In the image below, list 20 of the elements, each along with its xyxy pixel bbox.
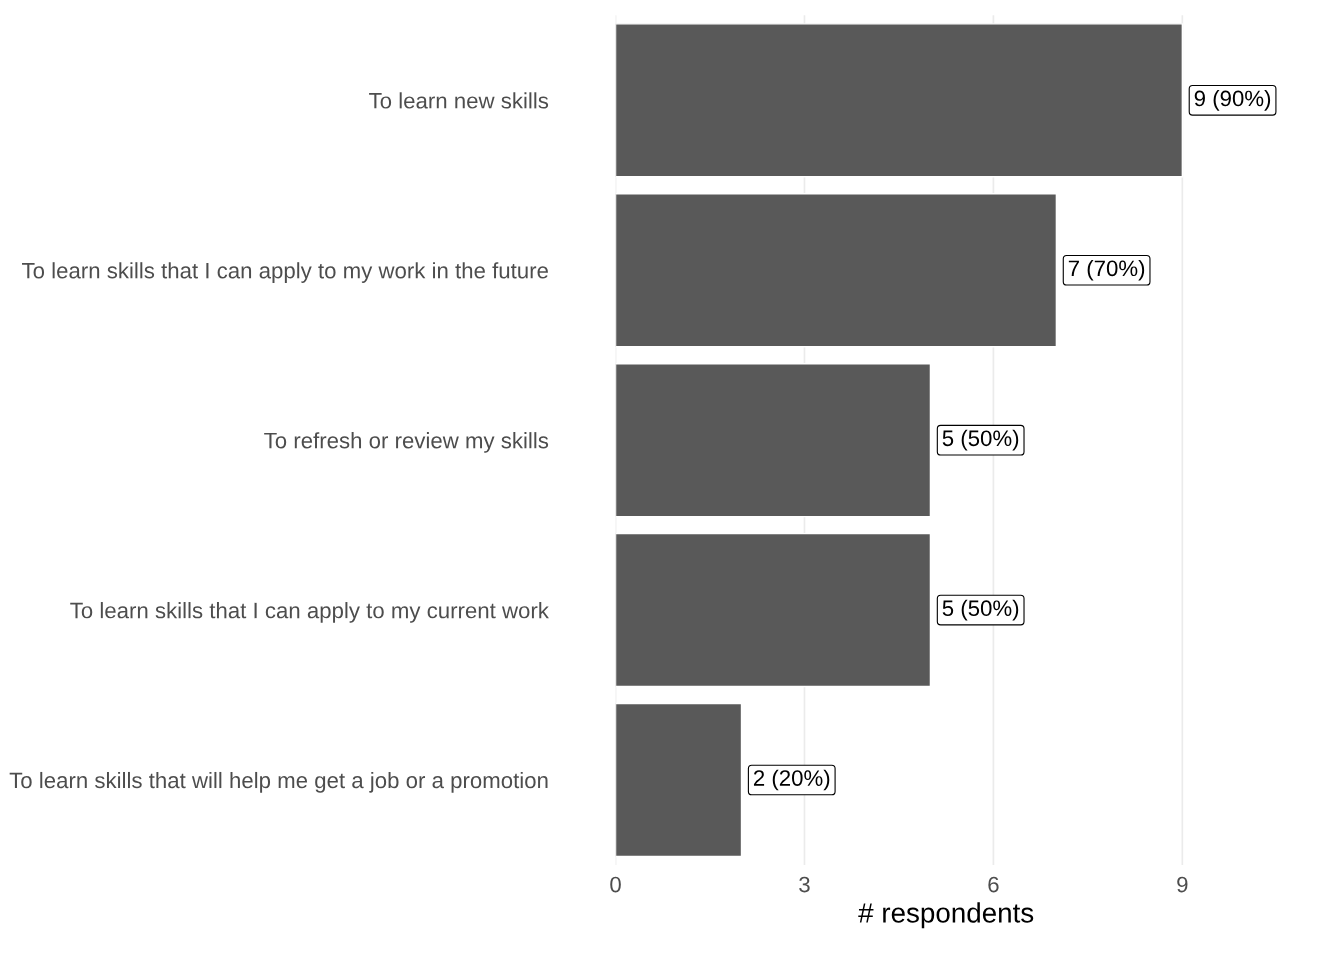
x-tick-label: 9 [1177,876,1188,893]
data-label: 9 (90%) [1194,89,1271,111]
x-tick-label: 6 [988,876,999,893]
data-label: 7 (70%) [1068,259,1145,281]
y-tick-label: To learn skills that I can apply to my current work [70,602,549,623]
bar [615,702,743,858]
x-axis-title: # respondents [858,902,1034,929]
bar [615,193,1058,348]
bar [615,363,932,518]
x-tick-label: 0 [610,876,621,893]
y-tick-label: To learn new skills [369,92,549,109]
data-label: 5 (50%) [942,429,1019,451]
bar [615,532,932,688]
data-label: 5 (50%) [942,599,1019,621]
y-tick-label: To learn skills that I can apply to my work in the future [22,262,548,283]
data-label: 2 (20%) [753,769,830,791]
y-tick-label: To learn skills that will help me get a job or a promotion [9,771,548,793]
bar [615,23,1184,178]
x-tick-label: 3 [799,876,810,893]
y-tick-label: To refresh or review my skills [264,432,549,453]
